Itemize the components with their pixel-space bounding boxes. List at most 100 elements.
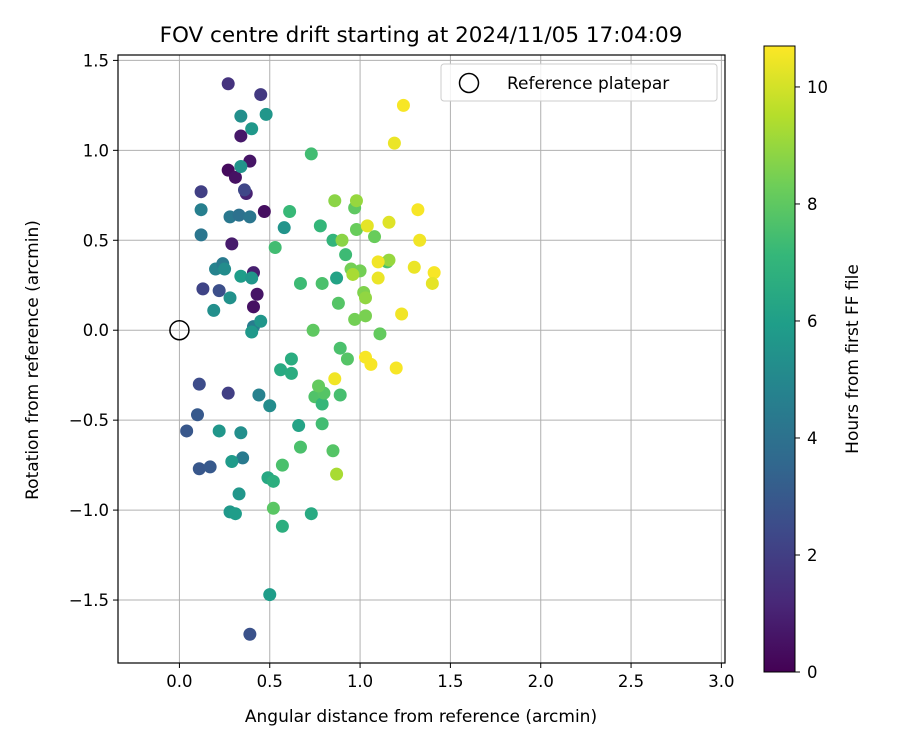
colorbar-tick-label: 10 — [807, 78, 828, 97]
scatter-point — [225, 455, 239, 469]
scatter-point — [306, 323, 320, 337]
scatter-point — [180, 424, 194, 438]
scatter-point — [254, 314, 268, 328]
colorbar-tick-label: 4 — [807, 429, 818, 448]
scatter-point — [368, 230, 382, 244]
y-tick-label: −1.0 — [69, 501, 109, 520]
scatter-point — [194, 228, 208, 242]
scatter-point — [333, 341, 347, 355]
scatter-point — [263, 588, 277, 602]
scatter-point — [212, 424, 226, 438]
scatter-point — [194, 185, 208, 199]
scatter-point — [382, 253, 396, 267]
scatter-point — [203, 460, 217, 474]
scatter-point — [192, 462, 206, 476]
scatter-point — [246, 300, 260, 314]
scatter-point — [360, 219, 374, 233]
y-tick-label: 0.5 — [83, 231, 109, 250]
scatter-point — [283, 204, 297, 218]
scatter-point — [196, 282, 210, 296]
x-tick-label: 1.0 — [347, 672, 373, 691]
scatter-point — [293, 276, 307, 290]
scatter-point — [252, 388, 266, 402]
colorbar-tick-label: 2 — [807, 546, 818, 565]
x-tick-label: 2.0 — [528, 672, 554, 691]
scatter-point — [326, 444, 340, 458]
scatter-point — [254, 88, 268, 102]
scatter-point — [274, 363, 288, 377]
scatter-point — [335, 233, 349, 247]
scatter-point — [328, 194, 342, 208]
y-tick-label: 1.0 — [83, 141, 109, 160]
scatter-point — [328, 372, 342, 386]
scatter-point — [313, 219, 327, 233]
scatter-point — [228, 170, 242, 184]
scatter-point — [395, 307, 409, 321]
legend-marker-reference-platepar — [458, 72, 480, 94]
scatter-point — [268, 240, 282, 254]
x-tick-label: 2.5 — [618, 672, 644, 691]
scatter-point — [293, 440, 307, 454]
scatter-point — [330, 271, 344, 285]
x-tick-label: 3.0 — [708, 672, 734, 691]
colorbar: 0 2 4 6 8 10 Hours from first FF file — [763, 45, 863, 682]
scatter-point — [413, 233, 427, 247]
scatter-point — [284, 352, 298, 366]
scatter-point — [284, 366, 298, 380]
scatter-point — [349, 222, 363, 236]
scatter-point — [228, 507, 242, 521]
scatter-point — [275, 458, 289, 472]
y-axis-label: Rotation from reference (arcmin) — [23, 220, 43, 500]
scatter-point — [257, 204, 271, 218]
colorbar-label: Hours from first FF file — [843, 264, 863, 454]
scatter-point — [225, 237, 239, 251]
scatter-point — [259, 107, 273, 121]
scatter-point — [330, 467, 344, 481]
scatter-point — [396, 98, 410, 112]
x-axis-label: Angular distance from reference (arcmin) — [245, 707, 597, 727]
scatter-point — [250, 287, 264, 301]
scatter-point — [315, 417, 329, 431]
data-points — [169, 77, 441, 641]
scatter-point — [232, 208, 246, 222]
scatter-point — [339, 248, 353, 262]
colorbar-gradient — [763, 45, 796, 673]
scatter-point — [407, 260, 421, 274]
scatter-point — [218, 262, 232, 276]
plot-frame — [117, 54, 726, 664]
scatter-point — [389, 361, 403, 375]
scatter-point — [221, 386, 235, 400]
scatter-point — [326, 233, 340, 247]
scatter-point — [234, 269, 248, 283]
y-tick-label: 0.0 — [83, 321, 109, 340]
scatter-point — [237, 183, 251, 197]
scatter-point — [234, 109, 248, 123]
legend-box — [440, 63, 718, 102]
y-tick-label: 1.5 — [83, 51, 109, 70]
scatter-point — [263, 399, 277, 413]
scatter-point — [221, 77, 235, 91]
scatter-point — [333, 388, 347, 402]
scatter-point — [346, 267, 360, 281]
scatter-point — [364, 357, 378, 371]
scatter-point — [266, 474, 280, 488]
y-axis-ticks: −1.5 −1.0 −0.5 0.0 0.5 1.0 1.5 — [69, 51, 118, 610]
scatter-point — [371, 271, 385, 285]
chart-title: FOV centre drift starting at 2024/11/05 … — [160, 23, 683, 48]
scatter-point — [292, 419, 306, 433]
scatter-point — [340, 352, 354, 366]
colorbar-tick-label: 8 — [807, 195, 818, 214]
scatter-point — [315, 397, 329, 411]
scatter-point — [234, 129, 248, 143]
scatter-point — [312, 379, 326, 393]
scatter-point — [194, 203, 208, 217]
colorbar-ticks: 0 2 4 6 8 10 — [795, 78, 828, 682]
x-tick-label: 0.0 — [166, 672, 192, 691]
scatter-point — [232, 487, 246, 501]
scatter-point — [277, 221, 291, 235]
x-tick-label: 0.5 — [257, 672, 283, 691]
colorbar-tick-label: 0 — [807, 663, 818, 682]
scatter-point — [304, 147, 318, 161]
scatter-point — [243, 627, 257, 641]
